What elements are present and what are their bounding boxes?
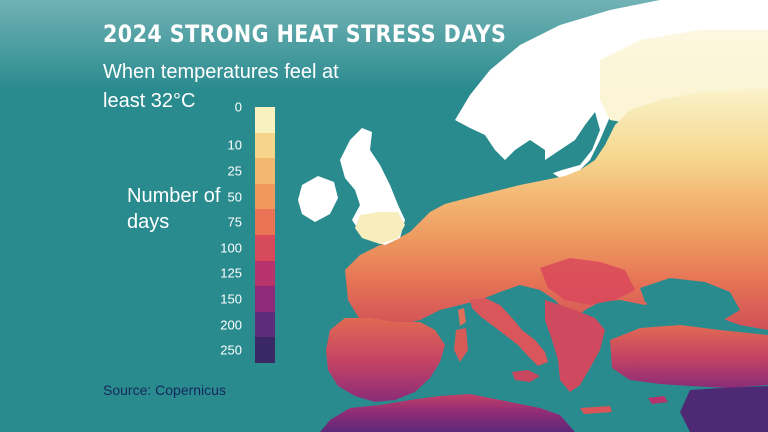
- crete-land: [580, 406, 612, 414]
- black-sea: [640, 278, 740, 322]
- scale-swatch: [255, 286, 275, 313]
- scale-tick-label: 200: [220, 317, 242, 333]
- europe-land: [345, 88, 768, 330]
- italy-land: [470, 298, 548, 366]
- turkey-land: [610, 325, 768, 388]
- north-africa-land: [320, 394, 575, 432]
- scale-swatch: [255, 183, 275, 210]
- scale-tick-label: 100: [220, 240, 242, 256]
- scale-tick-label: 50: [227, 189, 242, 205]
- scale-swatch: [255, 209, 275, 236]
- scale-tick-label: 75: [227, 214, 242, 230]
- corsica-land: [458, 308, 466, 326]
- southern-england: [355, 212, 405, 244]
- color-scale: [255, 107, 275, 364]
- middle-east-land: [680, 386, 768, 432]
- scale-swatch: [255, 260, 275, 287]
- source-credit: Source: Copernicus: [103, 382, 226, 398]
- scale-swatch: [255, 132, 275, 159]
- scale-swatch: [255, 235, 275, 262]
- scale-tick-label: 250: [220, 342, 242, 358]
- subtitle: When temperatures feel at least 32°C: [103, 61, 339, 112]
- scale-tick-label: 125: [220, 265, 242, 281]
- legend-title: Number of days: [127, 185, 221, 233]
- scale-swatch: [255, 158, 275, 185]
- scale-swatch: [255, 337, 275, 364]
- scale-tick-label: 25: [227, 163, 242, 179]
- hungary-hotspot: [540, 258, 635, 305]
- iberia-land: [326, 318, 445, 402]
- cyprus-land: [648, 396, 668, 404]
- scale-swatch: [255, 107, 275, 134]
- scale-tick-label: 10: [227, 137, 242, 153]
- baltic-sea: [525, 112, 600, 176]
- sardinia-land: [454, 328, 468, 362]
- scale-tick-label: 0: [234, 99, 242, 115]
- page-title: 2024 STRONG HEAT STRESS DAYS: [103, 20, 507, 48]
- sicily-land: [512, 370, 540, 382]
- ireland-land: [298, 176, 338, 222]
- scale-tick-label: 150: [220, 291, 242, 307]
- balkans-land: [545, 300, 605, 392]
- scale-swatch: [255, 311, 275, 338]
